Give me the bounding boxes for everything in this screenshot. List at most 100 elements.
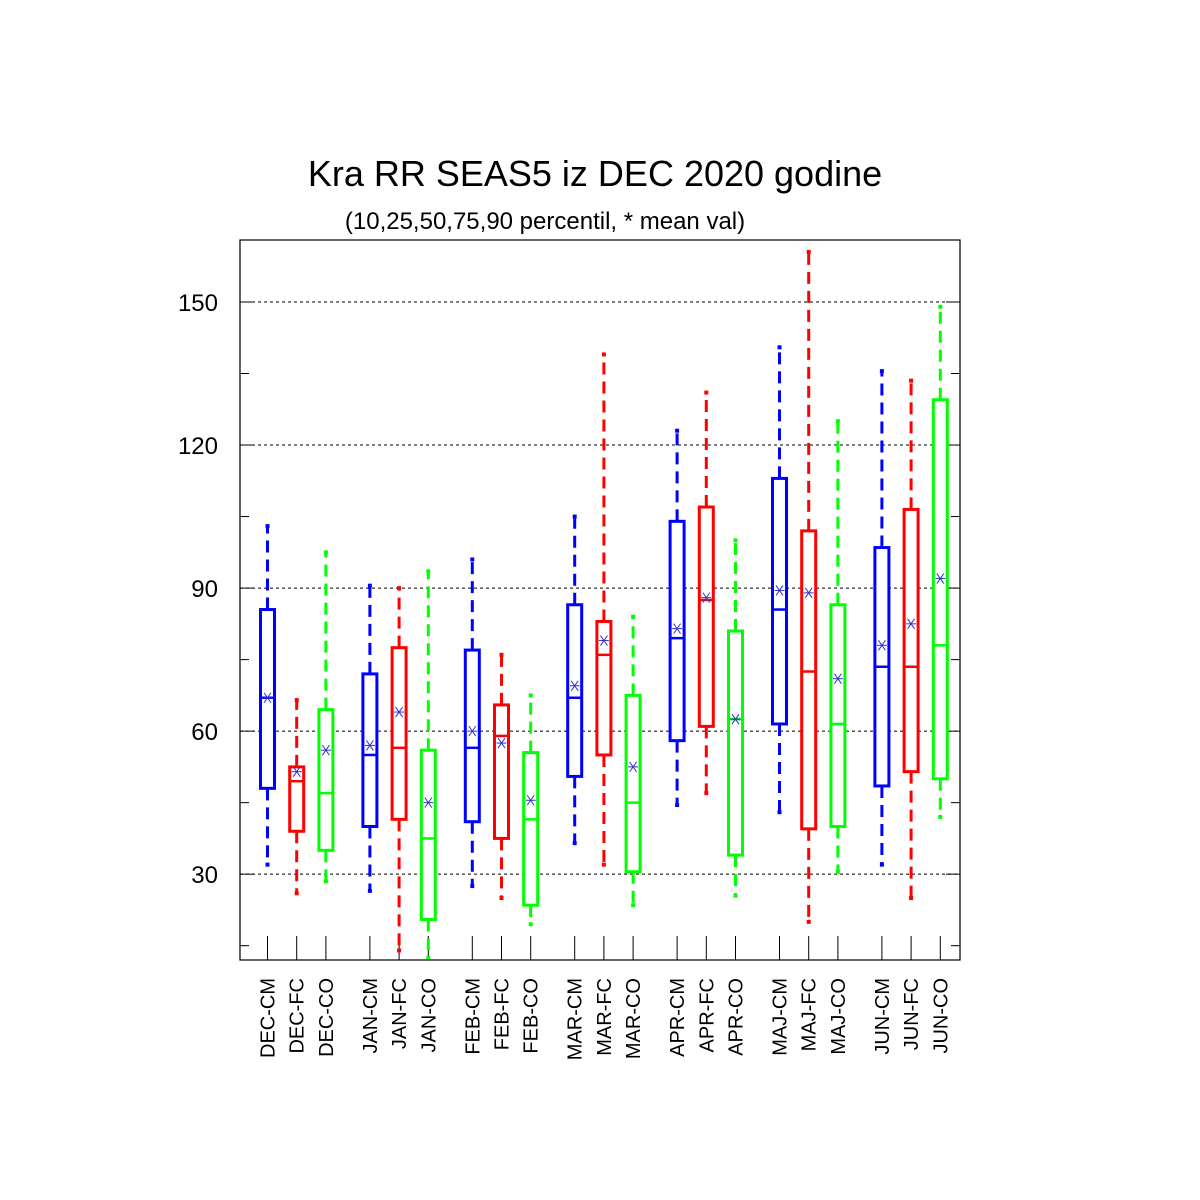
mean-marker xyxy=(774,585,785,596)
iqr-box xyxy=(800,529,818,831)
x-tick-label: APR-CO xyxy=(726,978,748,1056)
x-tick-label: DEC-CO xyxy=(316,978,338,1057)
x-tick-label: FEB-FC xyxy=(492,978,514,1050)
mean-stroke xyxy=(804,587,813,599)
mean-stroke xyxy=(629,761,638,773)
box-jan-fc xyxy=(390,586,408,953)
mean-marker xyxy=(730,713,741,725)
x-tick-label: MAR-CM xyxy=(565,978,587,1060)
plot-frame xyxy=(239,239,961,961)
mean-stroke xyxy=(731,713,740,725)
mean-stroke xyxy=(936,573,945,584)
iqr-box xyxy=(595,619,613,757)
iqr-box xyxy=(902,507,920,774)
iqr-box xyxy=(522,751,540,907)
x-tick-label: MAR-CO xyxy=(623,978,645,1059)
box-dec-co xyxy=(317,550,335,884)
iqr-box xyxy=(727,629,744,857)
box-maj-fc xyxy=(800,249,818,924)
x-tick-label: DEC-CM xyxy=(258,978,280,1058)
box-apr-co xyxy=(727,538,744,898)
box-dec-cm xyxy=(259,524,276,867)
mean-stroke xyxy=(526,794,535,806)
iqr-box xyxy=(771,476,788,726)
mean-marker xyxy=(262,692,273,704)
mean-marker xyxy=(803,587,814,599)
mean-marker xyxy=(569,680,580,692)
mean-stroke xyxy=(424,797,433,808)
x-tick-label: DEC-FC xyxy=(287,978,309,1054)
iqr-box xyxy=(829,603,847,828)
mean-marker xyxy=(467,725,478,737)
chart-subtitle: (10,25,50,75,90 percentil, * mean val) xyxy=(345,208,745,235)
mean-marker xyxy=(423,797,434,808)
box-jun-cm xyxy=(873,369,891,867)
mean-stroke xyxy=(570,680,579,692)
y-tick-label: 120 xyxy=(178,433,218,460)
x-tick-label: JUN-CO xyxy=(930,978,952,1054)
mean-marker xyxy=(598,635,609,646)
box-apr-cm xyxy=(668,428,686,808)
mean-stroke xyxy=(673,623,682,634)
box-jan-cm xyxy=(361,583,379,893)
iqr-box xyxy=(361,672,379,828)
box-maj-cm xyxy=(771,345,788,815)
box-jan-co xyxy=(419,569,437,960)
iqr-box xyxy=(697,505,715,728)
box-dec-fc xyxy=(288,698,306,896)
y-tick-label: 90 xyxy=(191,576,218,603)
x-tick-label: FEB-CM xyxy=(462,978,484,1055)
mean-stroke xyxy=(907,618,916,630)
x-tick-label: MAJ-FC xyxy=(799,978,821,1051)
iqr-box xyxy=(390,646,408,821)
x-tick-label: FEB-CO xyxy=(521,978,543,1054)
mean-marker xyxy=(496,737,507,749)
box-feb-fc xyxy=(493,652,510,901)
mean-stroke xyxy=(365,740,374,751)
mean-stroke xyxy=(877,640,886,651)
x-tick-labels: DEC-CM DEC-FC DEC-CO JAN-CM JAN-FC JAN-CO FEB-… xyxy=(258,978,953,1060)
mean-stroke xyxy=(599,635,608,646)
iqr-box xyxy=(463,648,481,824)
iqr-box xyxy=(931,398,949,781)
mean-marker xyxy=(364,740,375,751)
mean-stroke xyxy=(292,766,301,777)
x-tick-label: JAN-FC xyxy=(389,978,411,1049)
axes: 30 60 90 120 150 xyxy=(178,239,961,961)
x-tick-label: JAN-CM xyxy=(360,978,382,1054)
x-tick-label: MAJ-CM xyxy=(770,978,792,1056)
iqr-box xyxy=(419,748,437,921)
box-mar-cm xyxy=(566,514,584,846)
mean-marker xyxy=(525,794,536,806)
mean-marker xyxy=(876,640,887,651)
mean-stroke xyxy=(702,592,711,603)
y-tick-label: 150 xyxy=(178,290,218,317)
box-feb-cm xyxy=(463,557,481,889)
gridlines xyxy=(240,301,960,875)
box-mar-co xyxy=(624,614,642,908)
mean-marker xyxy=(832,673,843,684)
chart-title: Kra RR SEAS5 iz DEC 2020 godine xyxy=(308,153,882,194)
x-tick-label: JUN-FC xyxy=(901,978,923,1050)
mean-marker xyxy=(935,573,946,584)
iqr-box xyxy=(317,708,335,852)
mean-stroke xyxy=(468,725,477,737)
box-jun-co xyxy=(931,304,949,819)
iqr-box xyxy=(288,765,306,833)
x-tick-label: APR-FC xyxy=(696,978,718,1052)
mean-stroke xyxy=(395,706,404,718)
y-tick-label: 60 xyxy=(191,719,218,746)
x-tick-label: MAJ-CO xyxy=(828,978,850,1055)
boxes xyxy=(259,249,949,960)
mean-marker xyxy=(320,744,331,756)
mean-stroke xyxy=(497,737,506,749)
mean-marker xyxy=(701,592,712,603)
box-maj-co xyxy=(829,419,847,874)
mean-stroke xyxy=(263,692,272,704)
x-tick-label: APR-CM xyxy=(667,978,689,1057)
iqr-box xyxy=(566,603,584,778)
x-tick-label: JUN-CM xyxy=(872,978,894,1055)
mean-marker xyxy=(628,761,639,773)
iqr-box xyxy=(624,693,642,874)
